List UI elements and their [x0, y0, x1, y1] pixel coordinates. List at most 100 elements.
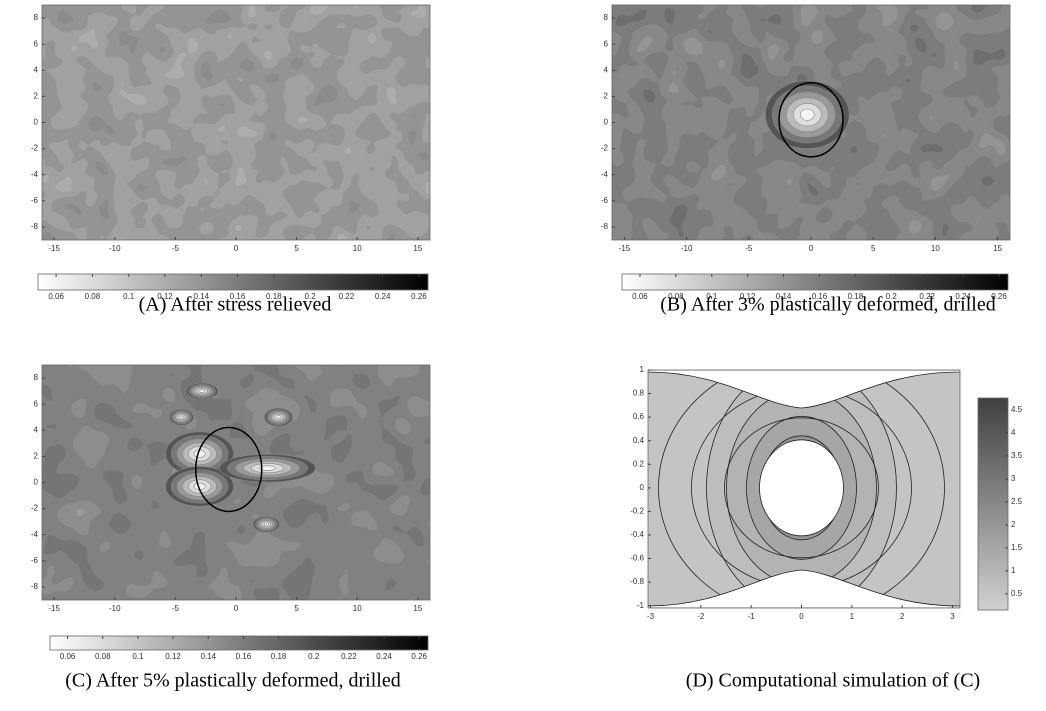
y-tick-label: 8 — [604, 13, 609, 22]
colorbar — [37, 273, 429, 291]
colorbar-tick-label: 0.24 — [376, 652, 392, 661]
notch — [648, 569, 960, 608]
y-tick-label: -2 — [601, 144, 609, 153]
colorbar-tick-label: 3 — [1011, 474, 1016, 483]
colorbar-tick-label: 0.14 — [776, 292, 792, 301]
y-tick-label: 0 — [34, 478, 39, 487]
x-tick-label: -10 — [681, 244, 693, 253]
colorbar-tick-label: 0.5 — [1011, 589, 1023, 598]
x-tick-label: -15 — [48, 244, 60, 253]
x-tick-label: 0 — [809, 244, 814, 253]
contour-region — [799, 108, 815, 121]
colorbar-tick-label: 0.1 — [132, 652, 144, 661]
colorbar-tick-label: 0.08 — [85, 292, 101, 301]
y-tick-label: -6 — [601, 196, 609, 205]
y-tick-label: 6 — [604, 39, 609, 48]
y-tick-label: -0.6 — [630, 554, 644, 563]
colorbar-tick-label: 4 — [1011, 428, 1016, 437]
y-tick-label: 6 — [34, 399, 39, 408]
x-tick-label: -15 — [619, 244, 631, 253]
x-tick-label: 3 — [950, 612, 955, 621]
contour-line — [658, 370, 945, 608]
contour-region — [179, 415, 184, 419]
caption: (C) After 5% plastically deformed, drill… — [65, 670, 400, 692]
x-tick-label: 15 — [413, 244, 422, 253]
colorbar-tick-label: 0.18 — [266, 292, 282, 301]
x-tick-label: -5 — [172, 604, 180, 613]
colorbar-tick-label: 0.18 — [271, 652, 287, 661]
colorbar-tick-label: 0.06 — [48, 292, 64, 301]
colorbar-tick-label: 0.12 — [740, 292, 756, 301]
colorbar-tick-label: 3.5 — [1011, 451, 1023, 460]
x-tick-label: 1 — [850, 612, 855, 621]
y-tick-label: 4 — [34, 65, 39, 74]
colorbar-tick-label: 0.14 — [193, 292, 209, 301]
colorbar-tick-label: 0.12 — [157, 292, 173, 301]
x-tick-label: 10 — [931, 244, 940, 253]
x-tick-label: -5 — [172, 244, 180, 253]
y-tick-label: -2 — [31, 504, 39, 513]
colorbar-tick-label: 4.5 — [1011, 405, 1023, 414]
colorbar-tick-label: 0.1 — [123, 292, 135, 301]
colorbar-tick-label: 0.24 — [375, 292, 391, 301]
colorbar-tick-label: 0.2 — [886, 292, 898, 301]
caption: (A) After stress relieved — [139, 294, 332, 316]
colorbar — [49, 635, 429, 651]
colorbar-tick-label: 2 — [1011, 520, 1016, 529]
x-tick-label: -1 — [748, 612, 756, 621]
x-tick-label: -5 — [745, 244, 753, 253]
colorbar-tick-label: 0.08 — [95, 652, 111, 661]
y-tick-label: -6 — [31, 556, 39, 565]
x-tick-label: 10 — [353, 604, 362, 613]
x-tick-label: 15 — [993, 244, 1002, 253]
colorbar-tick-label: 0.26 — [411, 292, 427, 301]
colorbar-tick-label: 0.18 — [848, 292, 864, 301]
field — [42, 365, 430, 600]
caption: (D) Computational simulation of (C) — [686, 670, 980, 692]
y-tick-label: -1 — [637, 601, 645, 610]
x-tick-label: -2 — [697, 612, 705, 621]
colorbar-tick-label: 1.5 — [1011, 543, 1023, 552]
y-tick-label: 0.6 — [633, 412, 645, 421]
y-tick-label: 4 — [34, 425, 39, 434]
y-tick-label: 1 — [640, 365, 645, 374]
colorbar-tick-label: 0.14 — [200, 652, 216, 661]
y-tick-label: 4 — [604, 65, 609, 74]
y-tick-label: -8 — [31, 222, 39, 231]
colorbar-tick-label: 0.1 — [706, 292, 718, 301]
plot-area — [42, 365, 430, 600]
x-tick-label: 0 — [234, 244, 239, 253]
colorbar-tick-label: 0.08 — [668, 292, 684, 301]
y-tick-label: 2 — [34, 451, 39, 460]
colorbar-tick-label: 0.26 — [411, 652, 427, 661]
contour-line — [724, 417, 879, 559]
colorbar-tick-label: 0.06 — [60, 652, 76, 661]
colorbar-tick-label: 0.16 — [812, 292, 828, 301]
y-tick-label: 0 — [34, 118, 39, 127]
y-tick-label: 0.8 — [633, 389, 645, 398]
y-tick-label: -2 — [31, 144, 39, 153]
y-tick-label: -8 — [601, 222, 609, 231]
colorbar-tick-label: 0.2 — [308, 652, 320, 661]
x-tick-label: 0 — [234, 604, 239, 613]
y-tick-label: 0 — [604, 118, 609, 127]
plot-area — [648, 370, 960, 608]
colorbar-tick-label: 0.26 — [991, 292, 1007, 301]
y-tick-label: -0.4 — [630, 530, 644, 539]
hole-outline — [778, 82, 844, 158]
x-tick-label: -15 — [48, 604, 60, 613]
contour-region — [199, 389, 206, 393]
caption: (B) After 3% plastically deformed, drill… — [660, 294, 995, 316]
x-tick-label: 2 — [900, 612, 905, 621]
colorbar-tick-label: 0.16 — [230, 292, 246, 301]
y-tick-label: 2 — [34, 91, 39, 100]
x-tick-label: -3 — [647, 612, 655, 621]
y-tick-label: -4 — [31, 170, 39, 179]
colorbar — [977, 397, 1009, 611]
contour-region — [275, 415, 282, 420]
x-tick-label: 5 — [294, 244, 299, 253]
y-tick-label: 0.4 — [633, 436, 645, 445]
colorbar-tick-label: 0.22 — [919, 292, 935, 301]
y-tick-label: 0 — [640, 483, 645, 492]
